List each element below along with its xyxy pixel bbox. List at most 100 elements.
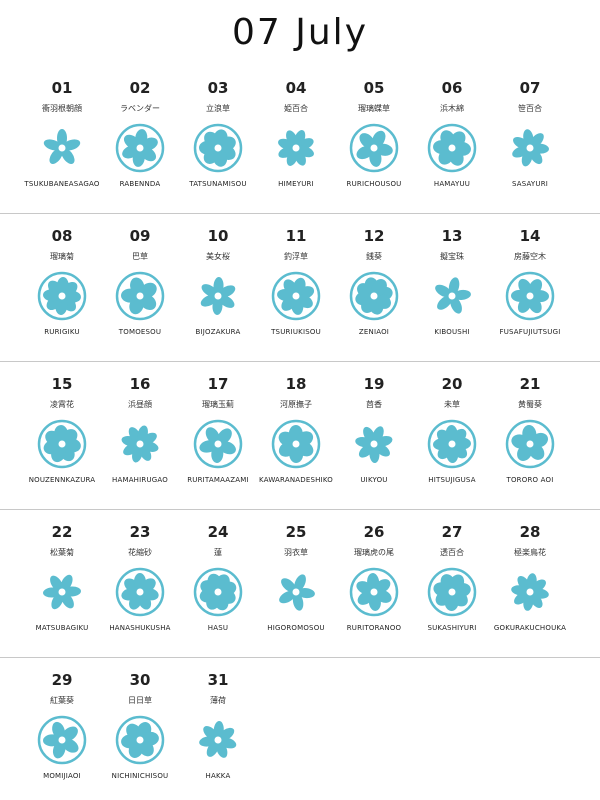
crest-petal: [294, 574, 306, 592]
crest-icon: [511, 573, 549, 611]
crest-petal: [123, 134, 141, 150]
day-number: 24: [207, 523, 229, 541]
crest-petal: [529, 592, 543, 608]
crest-icon: [349, 123, 399, 173]
crest-center: [370, 144, 378, 152]
flower-romaji: HAMAHIRUGAO: [112, 476, 168, 484]
crest-petal: [199, 440, 218, 453]
flower-name: 瑠璃玉薊: [202, 400, 234, 409]
crest-petal: [440, 130, 456, 148]
crest-icon: [193, 567, 243, 617]
crest-ring: [427, 567, 477, 617]
flower-romaji: KIBOUSHI: [434, 328, 470, 336]
crest-icon: [271, 419, 321, 469]
flower-romaji: HIMEYURI: [278, 180, 314, 188]
row-separator: [0, 361, 600, 362]
crest-icon: [121, 425, 159, 463]
crest-petal: [286, 130, 298, 148]
crest-petal: [61, 148, 75, 164]
crest-petal: [203, 726, 219, 741]
crest-petal: [359, 133, 375, 149]
day-number: 21: [519, 375, 541, 393]
flower-romaji: UIKYOU: [360, 476, 388, 484]
crest-icon: [355, 426, 393, 463]
day-cell: 15 凌霄花 NOUZENNKAZURA: [23, 374, 101, 484]
crest-center: [292, 440, 300, 448]
crest-petal: [358, 443, 375, 458]
flower-name: 瑠璃蝶草: [358, 104, 390, 113]
crest-petal: [138, 739, 154, 757]
day-cell: 06 浜木綿 HAMAYUU: [413, 78, 491, 188]
flower-romaji: NOUZENNKAZURA: [28, 476, 96, 484]
page-title: 07 July: [232, 12, 368, 53]
crest-center: [292, 588, 300, 596]
day-cell: 12 銭葵 ZENIAOI: [335, 226, 413, 336]
day-number: 04: [285, 79, 307, 97]
flower-name: 擬宝珠: [440, 252, 464, 261]
day-cell: 10 美女桜 BIJOZAKURA: [179, 226, 257, 336]
day-cell: 02 ラベンダー RABENNDA: [101, 78, 179, 188]
flower-name: 房藤空木: [514, 252, 546, 261]
day-number: 17: [207, 375, 229, 393]
crest-petal: [530, 432, 549, 448]
day-number: 02: [129, 79, 151, 97]
flower-romaji: HAKKA: [205, 772, 231, 780]
flower-name: 衝羽根朝顔: [42, 104, 82, 113]
day-cell: 28 極楽鳥花 GOKURAKUCHOUKA: [491, 522, 569, 632]
flower-romaji: TORORO AOI: [506, 476, 554, 484]
crest-icon: [427, 123, 477, 173]
crest-petal: [43, 139, 62, 151]
crest-icon: [349, 567, 399, 617]
crest-petal: [523, 129, 534, 148]
flower-name: 羽衣草: [284, 548, 308, 557]
flower-romaji: TSURIUKISOU: [271, 328, 321, 336]
flower-name: 黄蜀葵: [518, 400, 542, 409]
flower-romaji: MATSUBAGIKU: [35, 624, 89, 632]
crest-ring: [349, 567, 399, 617]
crest-center: [214, 588, 222, 596]
day-cell: 13 擬宝珠 KIBOUSHI: [413, 226, 491, 336]
crest-ring: [349, 123, 399, 173]
day-cell: 07 笹百合 SASAYURI: [491, 78, 569, 188]
crest-petal: [371, 279, 387, 297]
crest-petal: [204, 131, 220, 149]
crest-icon: [512, 129, 549, 167]
crest-icon: [37, 271, 87, 321]
crest-icon: [115, 271, 165, 321]
flower-romaji: BIJOZAKURA: [195, 328, 241, 336]
flower-romaji: TOMOESOU: [118, 328, 162, 336]
day-cell: 21 黄蜀葵 TORORO AOI: [491, 374, 569, 484]
day-cell: 31 薄荷 HAKKA: [179, 670, 257, 780]
flower-name: 瑠璃虎の尾: [354, 548, 394, 557]
day-cell: 24 蓮 HASU: [179, 522, 257, 632]
day-number: 10: [207, 227, 229, 245]
day-cell: 25 羽衣草 HIGOROMOSOU: [257, 522, 335, 632]
day-cell: 30 日日草 NICHINICHISOU: [101, 670, 179, 780]
crest-center: [448, 144, 456, 152]
day-number: 16: [129, 375, 151, 393]
crest-petal: [374, 589, 392, 603]
crest-petal: [62, 586, 81, 597]
crest-petal: [213, 277, 224, 296]
crest-center: [58, 588, 66, 596]
crest-center: [58, 736, 66, 744]
crest-petal: [357, 590, 374, 605]
crest-ring: [115, 123, 165, 173]
day-number: 19: [363, 375, 385, 393]
flower-name: 美女桜: [206, 252, 230, 261]
crest-center: [448, 440, 456, 448]
flower-name: 透百合: [440, 548, 464, 557]
crest-petal: [140, 588, 159, 601]
day-number: 31: [207, 671, 229, 689]
flower-romaji: ZENIAOI: [358, 328, 390, 336]
day-number: 01: [51, 79, 73, 97]
crest-icon: [115, 715, 165, 765]
crest-icon: [200, 277, 236, 315]
crest-petal: [62, 738, 79, 753]
crest-center: [136, 144, 144, 152]
crest-ring: [427, 419, 477, 469]
crest-petal: [374, 435, 393, 447]
crest-center: [292, 144, 300, 152]
crest-center: [292, 292, 300, 300]
crest-petal: [452, 289, 471, 301]
